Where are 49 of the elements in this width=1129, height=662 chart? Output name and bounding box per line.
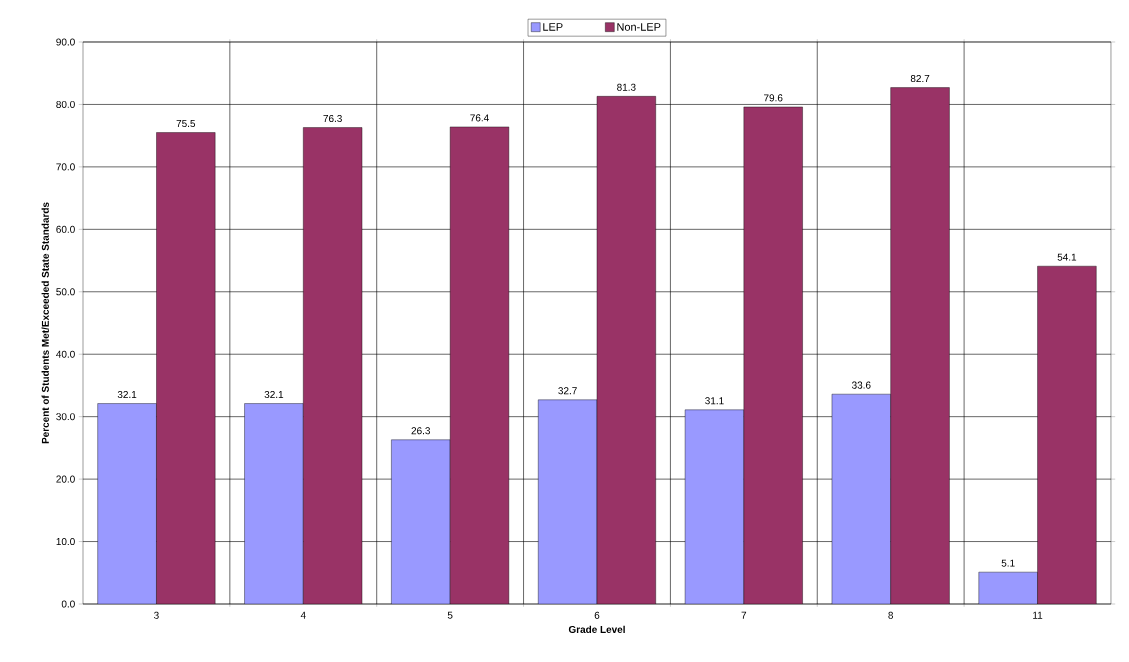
x-tick-label: 8	[888, 611, 894, 619]
data-label: 32.1	[117, 390, 137, 399]
bar	[244, 403, 304, 604]
data-label: 32.1	[264, 390, 284, 399]
bar	[684, 409, 745, 604]
x-tick-label: 7	[741, 611, 747, 619]
bar	[596, 96, 656, 604]
y-tick-label: 50.0	[56, 288, 75, 296]
bar	[1037, 265, 1097, 604]
bar	[890, 87, 950, 604]
y-tick-label: 60.0	[56, 225, 75, 233]
data-label: 32.7	[558, 387, 577, 395]
data-label: 5.1	[1001, 559, 1015, 567]
data-label: 79.6	[764, 94, 783, 102]
y-tick-label: 70.0	[56, 163, 75, 171]
data-label: 26.3	[411, 427, 431, 435]
data-label: 82.7	[910, 75, 930, 83]
y-tick-label: 20.0	[56, 475, 75, 483]
y-tick-label: 80.0	[56, 100, 75, 108]
data-label: 76.4	[470, 114, 489, 122]
bar	[449, 126, 510, 604]
y-tick-label: 10.0	[56, 538, 75, 546]
bar	[156, 132, 216, 604]
data-label: 33.6	[851, 381, 871, 389]
y-tick-label: 40.0	[56, 350, 75, 358]
data-label: 54.1	[1057, 253, 1077, 261]
x-tick-label: 11	[1033, 611, 1043, 619]
data-label: 81.3	[617, 83, 636, 91]
y-tick-label: 0.0	[61, 600, 75, 608]
x-tick-label: 5	[447, 611, 453, 619]
data-label: 75.5	[176, 120, 196, 128]
y-tick-label: 30.0	[56, 413, 75, 421]
y-axis-title: Percent of Students Met/Exceeded State Standards	[41, 202, 49, 444]
bar	[538, 399, 598, 604]
bar	[831, 393, 891, 604]
x-tick-label: 3	[154, 611, 159, 619]
data-label: 31.1	[705, 397, 724, 405]
bar	[97, 403, 157, 604]
bar	[391, 439, 451, 604]
x-axis-title: Grade Level	[568, 625, 625, 633]
legend-label: LEP	[543, 23, 563, 31]
legend-label: Non-LEP	[617, 23, 661, 31]
y-tick-label: 90.0	[56, 38, 75, 46]
bar	[978, 571, 1038, 604]
data-label: 76.3	[323, 114, 342, 123]
x-tick-label: 4	[300, 611, 306, 619]
x-tick-label: 6	[594, 611, 600, 619]
bar	[743, 106, 803, 604]
bar	[303, 127, 363, 604]
